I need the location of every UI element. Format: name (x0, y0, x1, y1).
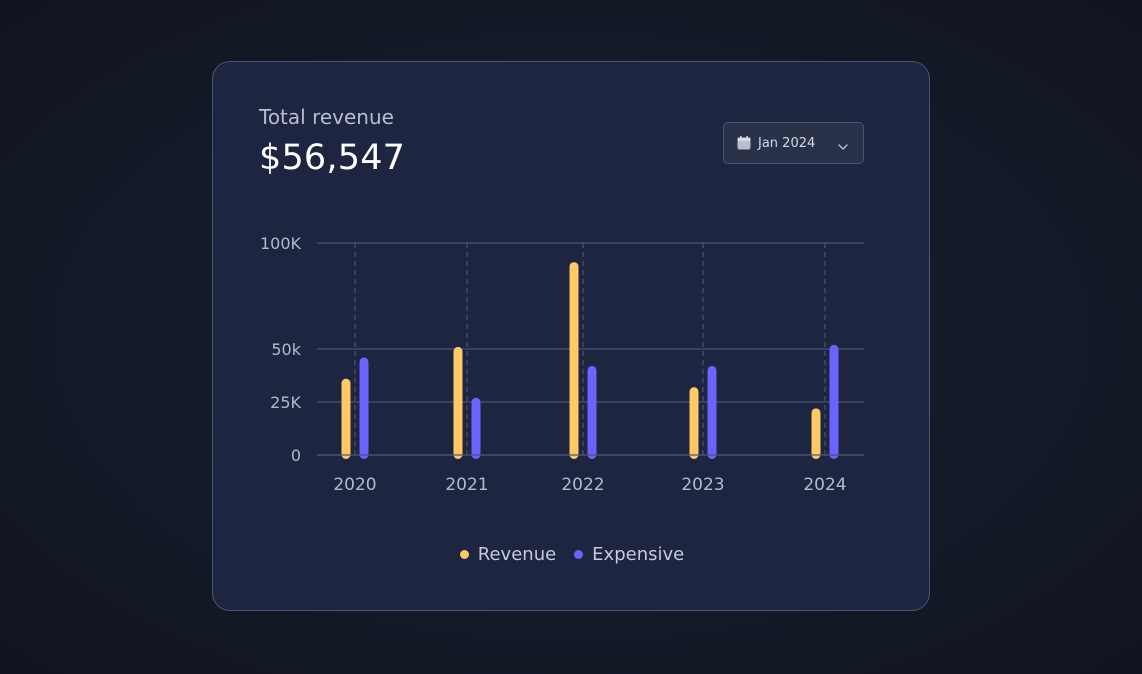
revenue-bar (341, 378, 351, 459)
chevron-down-icon (837, 138, 849, 150)
x-tick-label: 2023 (681, 475, 724, 495)
revenue-bar (811, 408, 821, 459)
revenue-bar (569, 262, 579, 459)
legend-label: Expensive (592, 544, 685, 565)
x-tick-label: 2020 (333, 475, 376, 495)
legend-item-revenue: Revenue (459, 544, 557, 565)
x-tick-label: 2024 (803, 475, 846, 495)
date-filter-label: Jan 2024 (758, 135, 816, 151)
expensive-bar (587, 365, 597, 459)
revenue-bar (453, 346, 463, 459)
legend-dot (459, 550, 469, 559)
x-tick-label: 2022 (561, 475, 604, 495)
legend-dot (574, 550, 584, 559)
expensive-bar (359, 357, 369, 459)
calendar-icon (736, 135, 752, 151)
expensive-bar (471, 397, 481, 459)
card-title: Total revenue (259, 105, 394, 129)
y-tick-label: 100K (260, 234, 302, 253)
legend-label: Revenue (477, 544, 557, 565)
x-tick-label: 2021 (445, 475, 488, 495)
chart-legend: Revenue Expensive (213, 544, 931, 565)
expensive-bar (707, 365, 717, 459)
date-filter-dropdown[interactable]: Jan 2024 (723, 122, 864, 164)
revenue-card: Total revenue $56,547 Jan 2024 0 25K 50k 10… (212, 61, 930, 611)
revenue-bar (689, 387, 699, 459)
legend-item-expensive: Expensive (574, 544, 684, 565)
bar-chart: 0 25K 50k 100K 2020 2021 2022 2023 2024 (260, 234, 864, 495)
y-tick-label: 25K (270, 393, 301, 412)
y-tick-label: 50k (271, 340, 301, 359)
expensive-bar (829, 344, 839, 459)
total-revenue-value: $56,547 (259, 138, 406, 178)
y-tick-label: 0 (291, 446, 301, 465)
